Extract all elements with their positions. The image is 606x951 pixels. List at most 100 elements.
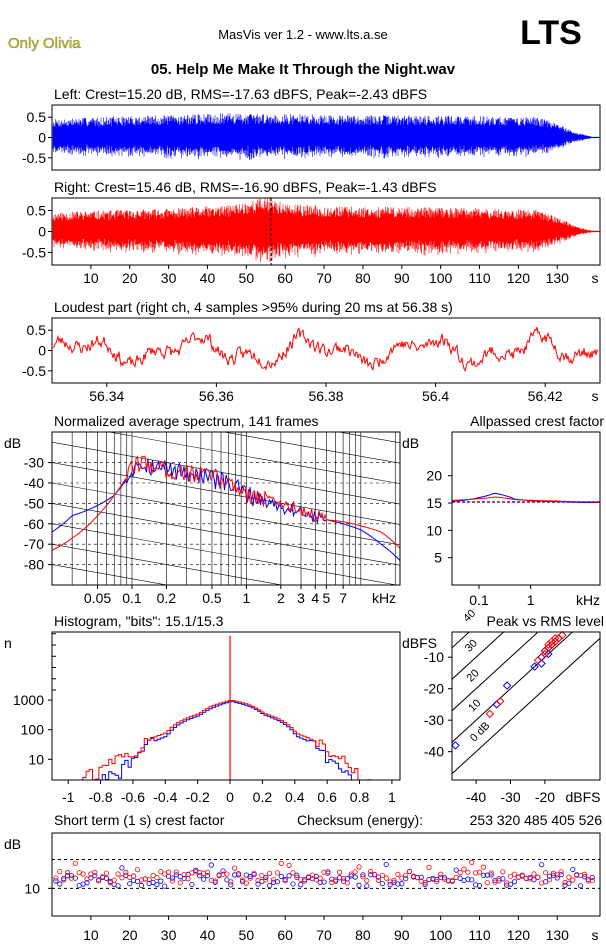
histogram-xtick-label: 1 — [388, 789, 396, 805]
short_term_crest-point-left — [577, 883, 584, 889]
short_term_crest-point-left — [438, 874, 444, 880]
short_term_crest-title: Short term (1 s) crest factor — [54, 812, 225, 828]
short_term_crest-point-right — [430, 876, 436, 882]
short_term_crest-point-left — [441, 875, 448, 881]
spectrum-xtick-label: 0.05 — [84, 590, 111, 606]
short_term_crest-x-unit: s — [592, 927, 599, 943]
spectrum-xtick-label: 7 — [339, 590, 347, 606]
short_term_crest-point-right — [574, 872, 580, 878]
peak_rms-point-right — [551, 634, 560, 643]
short_term_crest-point-right — [375, 877, 382, 884]
short_term_crest-point-right — [53, 875, 59, 881]
right-xtick-label: 50 — [239, 270, 255, 286]
right-xtick-label: 40 — [200, 270, 216, 286]
short_term_crest-xtick-label: 60 — [277, 927, 293, 943]
spectrum-ytick-label: -60 — [24, 516, 44, 532]
short_term_crest-point-right — [348, 871, 354, 877]
right-channel-panel: Right: Crest=15.46 dB, RMS=-16.90 dBFS, … — [22, 179, 601, 286]
histogram-xtick-label: 0 — [226, 789, 234, 805]
short_term_crest-point-left — [379, 880, 385, 887]
spectrum-grid — [52, 432, 400, 585]
short_term_crest-point-left — [422, 881, 428, 888]
short_term_crest-point-right — [589, 877, 595, 884]
short_term_crest-point-right — [511, 871, 518, 877]
histogram-ylabel: n — [4, 635, 12, 651]
peak_rms-point-right — [485, 709, 495, 719]
short_term_crest-point-right — [558, 869, 564, 875]
spectrum-ytick-label: -70 — [24, 536, 44, 552]
short_term_crest-point-right — [239, 877, 246, 883]
short_term_crest-point-right — [340, 876, 347, 882]
short_term_crest-point-right — [519, 872, 525, 878]
short_term_crest-point-right — [368, 868, 374, 875]
peak-rms-diagonals — [452, 632, 600, 775]
lts-logo: LTS — [520, 14, 582, 52]
peak_rms-point-left — [530, 662, 539, 671]
short_term_crest-point-right — [453, 874, 459, 880]
right-xtick-label: 130 — [546, 270, 570, 286]
short_term_crest-point-left — [267, 883, 273, 889]
short_term_crest-point-right — [585, 878, 591, 884]
short_term_crest-point-left — [321, 879, 327, 885]
short_term_crest-point-right — [235, 871, 242, 877]
peak_rms-point-left — [451, 741, 460, 750]
short_term_crest-point-right — [197, 869, 203, 876]
crest_allpass-ytick-label: 5 — [434, 550, 442, 566]
peak_rms-ylabel: dBFS — [402, 635, 437, 651]
loudest-xtick-label: 56.34 — [89, 388, 124, 404]
short_term_crest-point-left — [294, 872, 300, 878]
histogram-ytick-label: 100 — [21, 722, 45, 738]
short_term_crest-frame — [51, 832, 601, 917]
short_term_crest-point-right — [228, 879, 234, 885]
short_term_crest-point-right — [193, 869, 199, 875]
short_term_crest-point-left — [298, 882, 304, 888]
short_term_crest-point-right — [562, 879, 568, 886]
short_term_crest-point-right — [457, 869, 463, 876]
short_term_crest-point-right — [103, 870, 110, 876]
short_term_crest-point-left — [325, 869, 331, 875]
short_term_crest-point-right — [177, 880, 183, 886]
histogram-xtick-label: -0.4 — [153, 789, 177, 805]
short_term_crest-xtick-label: 10 — [83, 927, 99, 943]
short_term_crest-point-right — [251, 870, 257, 876]
short_term_crest-point-right — [333, 877, 339, 883]
peak_rms-point-right — [540, 646, 550, 656]
short_term_crest-point-right — [150, 872, 156, 879]
short_term_crest-point-right — [220, 871, 226, 877]
short_term_crest-point-right — [204, 869, 211, 875]
spectrum-slope-line — [337, 432, 400, 444]
spectrum-xtick-label: 5 — [322, 590, 330, 606]
short_term_crest-point-left — [554, 875, 560, 881]
crest_allpass-x-unit: kHz — [576, 592, 600, 608]
short_term_crest-point-left — [500, 876, 506, 882]
short_term_crest-point-right — [531, 871, 537, 877]
short_term_crest-point-right — [484, 880, 490, 886]
short_term_crest-point-left — [72, 875, 78, 881]
short_term_crest-point-left — [418, 874, 424, 880]
histogram-xtick-label: -0.6 — [121, 789, 145, 805]
short_term_crest-point-left — [204, 873, 211, 879]
loudest-waveform — [52, 326, 599, 373]
spectrum-xtick-label: 3 — [297, 590, 305, 606]
short_term_crest-point-right — [360, 874, 366, 880]
peak_rms-diagonal — [452, 632, 539, 712]
short_term_crest-point-right — [546, 877, 553, 883]
spectrum-slope-line — [52, 503, 400, 566]
peak_rms-diagonal-label: 30 — [463, 637, 480, 654]
short_term_crest-point-right — [259, 872, 265, 879]
loudest-xtick-label: 56.42 — [528, 388, 563, 404]
short_term_crest-point-right — [243, 880, 249, 886]
right-xtick-label: 110 — [468, 270, 491, 286]
spectrum-xtick-label: 0.1 — [122, 590, 142, 606]
spectrum-xtick-label: 0.5 — [202, 590, 222, 606]
short_term_crest-point-right — [80, 871, 86, 877]
peak_rms-point-right — [533, 656, 543, 665]
histogram-frame — [51, 631, 401, 781]
short_term_crest-point-right — [212, 878, 218, 884]
short_term_crest-point-right — [488, 870, 494, 876]
spectrum-xtick-label: 4 — [311, 590, 319, 606]
short_term_crest-point-right — [535, 874, 541, 880]
short_term_crest-point-left — [197, 873, 203, 879]
short_term_crest-point-left — [169, 875, 176, 881]
short_term_crest-point-left — [539, 862, 545, 868]
